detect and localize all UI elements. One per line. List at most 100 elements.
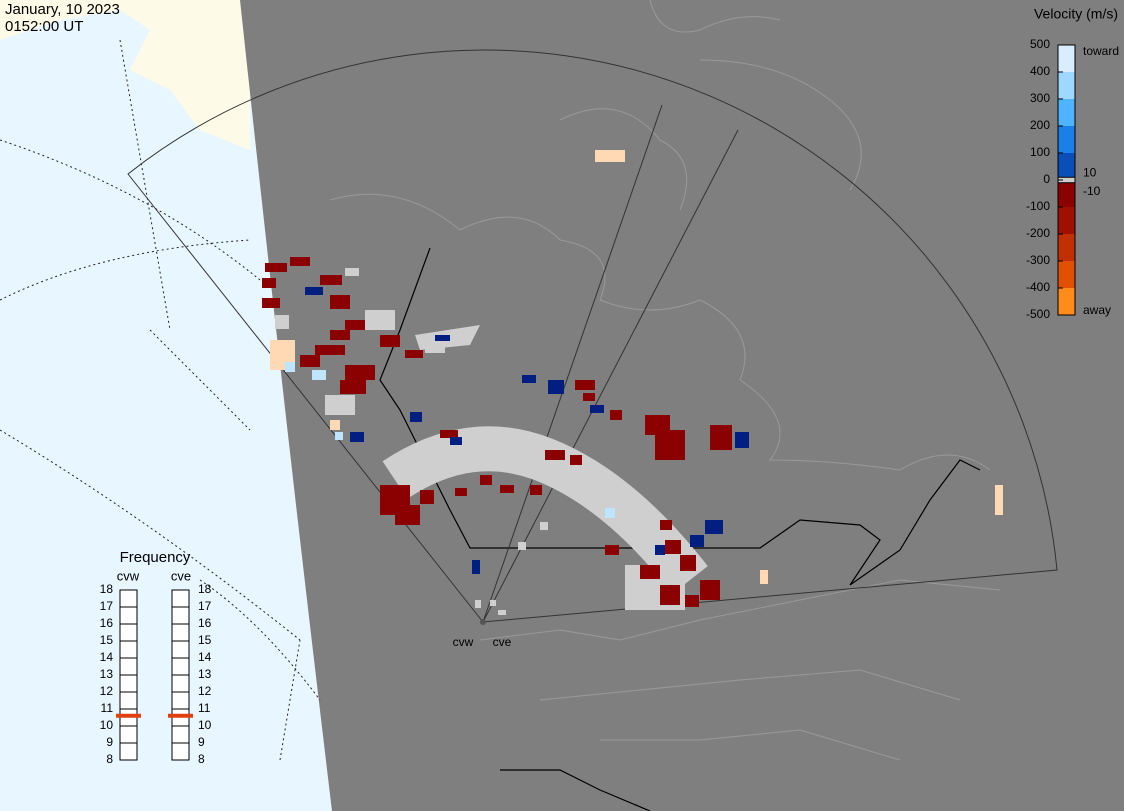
tick-label: 8	[198, 752, 205, 766]
velocity-cell	[480, 475, 492, 485]
velocity-cell	[575, 380, 595, 390]
tick-label: 9	[198, 735, 205, 749]
ground-scatter	[382, 426, 708, 594]
velocity-cell	[583, 393, 595, 401]
velocity-cell	[735, 432, 749, 448]
velocity-cell	[685, 595, 699, 607]
tick-label: 11	[101, 701, 114, 715]
velocity-cell	[315, 345, 345, 355]
velocity-cell	[365, 310, 395, 330]
toward-label: toward	[1083, 44, 1119, 58]
velocity-cell	[475, 600, 481, 608]
fan-outlines	[127, 49, 1058, 623]
tick-label: 18	[198, 582, 212, 596]
velocity-cell	[290, 257, 310, 266]
velocity-cell	[345, 320, 375, 330]
velocity-cell	[285, 362, 295, 372]
velocity-cell	[350, 432, 364, 442]
velocity-cell	[320, 275, 342, 285]
velocity-cell	[440, 430, 458, 438]
velocity-cell	[472, 560, 480, 574]
color-segment	[1058, 207, 1075, 234]
velocity-cell	[395, 505, 420, 525]
inner-tick-label: 10	[1083, 165, 1097, 179]
color-segment	[1058, 45, 1075, 72]
tick-label: 13	[100, 667, 114, 681]
tick-label: 400	[1030, 64, 1050, 78]
color-segment	[1058, 126, 1075, 153]
color-segment	[1058, 153, 1075, 180]
color-segment	[1058, 180, 1075, 207]
tick-label: -300	[1026, 253, 1050, 267]
velocity-cell	[275, 315, 289, 329]
away-label: away	[1083, 303, 1111, 317]
velocity-cell	[450, 437, 462, 445]
velocity-cell	[640, 565, 660, 579]
velocity-cell	[380, 335, 400, 347]
velocity-cell	[435, 335, 450, 341]
tick-label: 13	[198, 667, 212, 681]
tick-label: 17	[198, 599, 212, 613]
velocity-cell	[455, 488, 467, 496]
velocity-cell	[710, 425, 732, 450]
velocity-cell	[655, 430, 685, 460]
velocity-cell	[330, 420, 340, 430]
color-segment	[1058, 234, 1075, 261]
tick-label: 10	[100, 718, 114, 732]
site-label: cve	[493, 635, 512, 649]
tick-label: 15	[100, 633, 114, 647]
velocity-cell	[490, 600, 496, 606]
tick-label: 10	[198, 718, 212, 732]
tick-label: -100	[1026, 199, 1050, 213]
velocity-cell	[405, 350, 423, 358]
velocity-cells	[262, 150, 1003, 615]
radar-site	[480, 619, 486, 625]
zero-band	[1058, 177, 1075, 183]
tick-label: 8	[106, 752, 113, 766]
site-label: cvw	[453, 635, 474, 649]
tick-label: 200	[1030, 118, 1050, 132]
velocity-cell	[265, 263, 287, 272]
velocity-cell	[605, 545, 619, 555]
date: January, 10 2023	[5, 1, 120, 18]
velocity-cell	[545, 450, 565, 460]
velocity-cell	[760, 570, 768, 584]
velocity-cell	[665, 540, 681, 554]
velocity-cell	[690, 535, 704, 547]
velocity-cell	[262, 278, 276, 288]
tick-label: 14	[100, 650, 114, 664]
inner-tick-label: -10	[1083, 184, 1101, 198]
tick-label: 100	[1030, 145, 1050, 159]
nightside	[240, 0, 1124, 811]
scale-title: Velocity (m/s)	[1034, 6, 1118, 22]
color-bar: 500 400 300 200 100 0 -100 -200 -300 -400 -500 10 -1…	[1026, 37, 1101, 321]
velocity-cell	[325, 395, 355, 415]
velocity-cell	[262, 298, 280, 308]
velocity-cell	[330, 295, 350, 309]
color-segment	[1058, 99, 1075, 126]
velocity-cell	[605, 508, 615, 518]
tick-label: 300	[1030, 91, 1050, 105]
frequency-title: Frequency	[120, 549, 191, 566]
velocity-cell	[540, 522, 548, 530]
radar-name: cve	[171, 568, 191, 583]
velocity-cell	[660, 520, 672, 530]
tick-label: 12	[198, 684, 212, 698]
velocity-cell	[300, 355, 320, 367]
borders	[379, 247, 981, 811]
tick-label: 9	[106, 735, 113, 749]
velocity-cell	[595, 150, 625, 162]
tick-label: -400	[1026, 280, 1050, 294]
velocity-cell	[305, 287, 323, 295]
tick-label: 15	[198, 633, 212, 647]
tick-label: 18	[100, 582, 114, 596]
tick-label: 500	[1030, 37, 1050, 51]
tick-label: -200	[1026, 226, 1050, 240]
velocity-cell	[705, 520, 723, 534]
velocity-cell	[700, 580, 720, 600]
tick-label: 12	[100, 684, 114, 698]
tick-label: 14	[198, 650, 212, 664]
velocity-cell	[498, 610, 506, 615]
